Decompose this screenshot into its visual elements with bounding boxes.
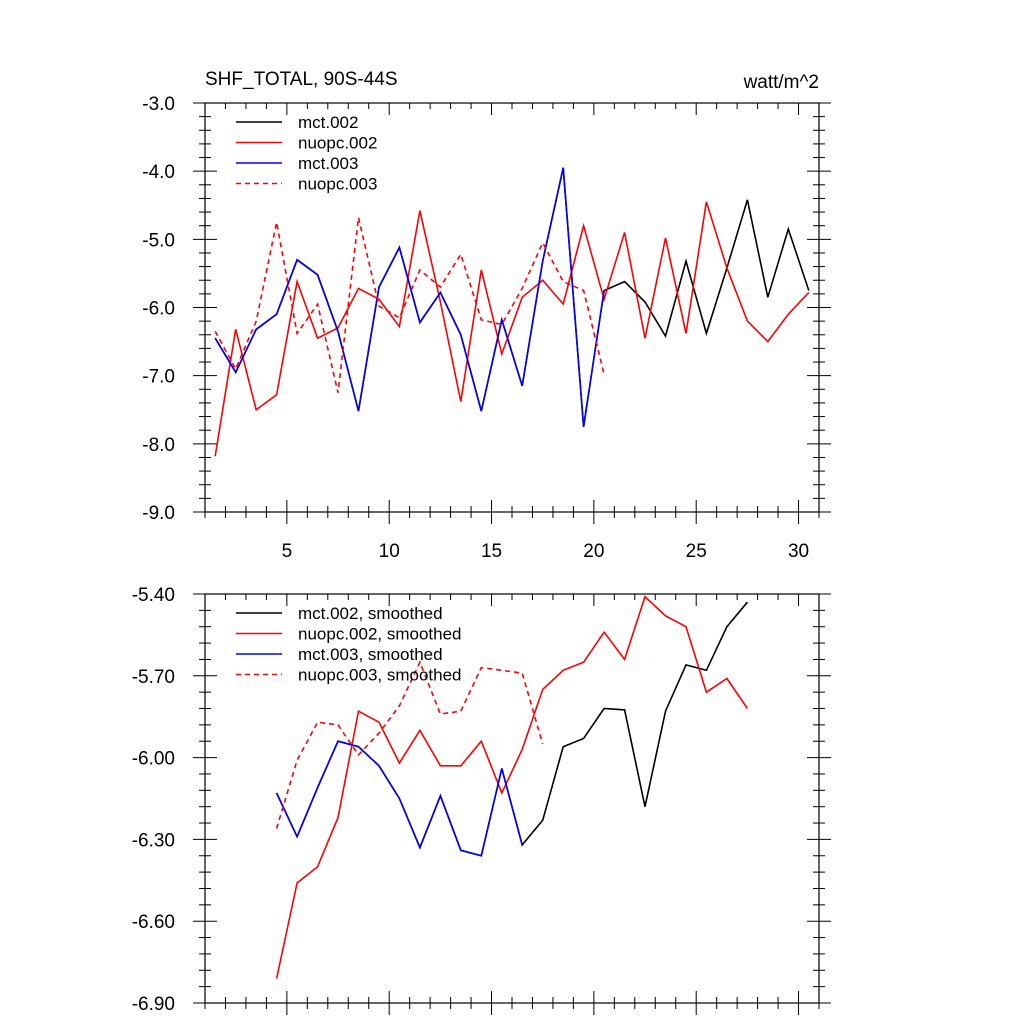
bottom-y-tick-label: -5.70: [132, 667, 175, 688]
bottom-legend-label: mct.002, smoothed: [298, 604, 443, 623]
top-chart: SHF_TOTAL, 90S-44S watt/m^2 -9.0 -8.0 -7.0…: [142, 69, 831, 562]
top-y-tick-label: -7.0: [142, 367, 175, 388]
top-legend-label: nuopc.002: [298, 134, 377, 153]
bottom-tick-marks: [193, 593, 831, 1015]
top-y-tick-label: -9.0: [142, 503, 175, 524]
top-legend-label: nuopc.003: [298, 175, 377, 194]
top-x-tick-label: 30: [788, 541, 809, 562]
top-x-tick-label: 20: [583, 541, 604, 562]
bottom-series-line-nuopc-003-smoothed: [275, 660, 544, 829]
top-x-tick-label: 10: [379, 541, 400, 562]
top-series-line-nuopc-002: [214, 201, 810, 457]
bottom-y-tick-label: -6.60: [132, 912, 175, 933]
top-chart-title: SHF_TOTAL, 90S-44S: [205, 69, 398, 90]
top-x-tick-label: 5: [282, 541, 293, 562]
top-tick-marks: [193, 102, 831, 524]
bottom-legend-label: nuopc.002, smoothed: [298, 625, 462, 644]
bottom-series-lines: [275, 595, 749, 979]
top-chart-units: watt/m^2: [743, 72, 819, 93]
top-x-tick-label: 15: [481, 541, 502, 562]
top-y-tick-label: -3.0: [142, 94, 175, 115]
bottom-legend-label: mct.003, smoothed: [298, 645, 443, 664]
bottom-legend: mct.002, smoothed nuopc.002, smoothedmct.…: [236, 604, 462, 685]
top-series-line-mct-003: [214, 167, 605, 427]
bottom-series-line-mct-003-smoothed: [275, 740, 523, 857]
bottom-y-tick-label: -6.90: [132, 994, 175, 1015]
bottom-y-tick-label: -6.00: [132, 749, 175, 770]
top-y-tick-label: -6.0: [142, 299, 175, 320]
bottom-y-tick-label: -6.30: [132, 830, 175, 851]
top-y-tick-labels: -9.0 -8.0 -7.0 -6.0 -5.0 -4.0 -3.0: [142, 94, 175, 524]
top-y-tick-label: -8.0: [142, 435, 175, 456]
bottom-series-line-nuopc-002-smoothed: [275, 595, 749, 979]
top-x-tick-labels: 5 10 15 20 25 30: [282, 541, 810, 562]
bottom-chart: -6.90 -6.60 -6.30 -6.00 -5.70 -5.40 mct.002, …: [132, 585, 831, 1015]
top-legend-label: mct.002: [298, 113, 358, 132]
top-y-tick-label: -4.0: [142, 162, 175, 183]
top-x-tick-label: 25: [686, 541, 707, 562]
bottom-y-tick-labels: -6.90 -6.60 -6.30 -6.00 -5.70 -5.40: [132, 585, 175, 1015]
top-series-lines: [214, 167, 810, 457]
top-y-tick-label: -5.0: [142, 230, 175, 251]
bottom-y-tick-label: -5.40: [132, 585, 175, 606]
bottom-legend-label: nuopc.003, smoothed: [298, 666, 462, 685]
top-series-line-mct-002: [214, 167, 810, 427]
top-legend-label: mct.003: [298, 154, 358, 173]
